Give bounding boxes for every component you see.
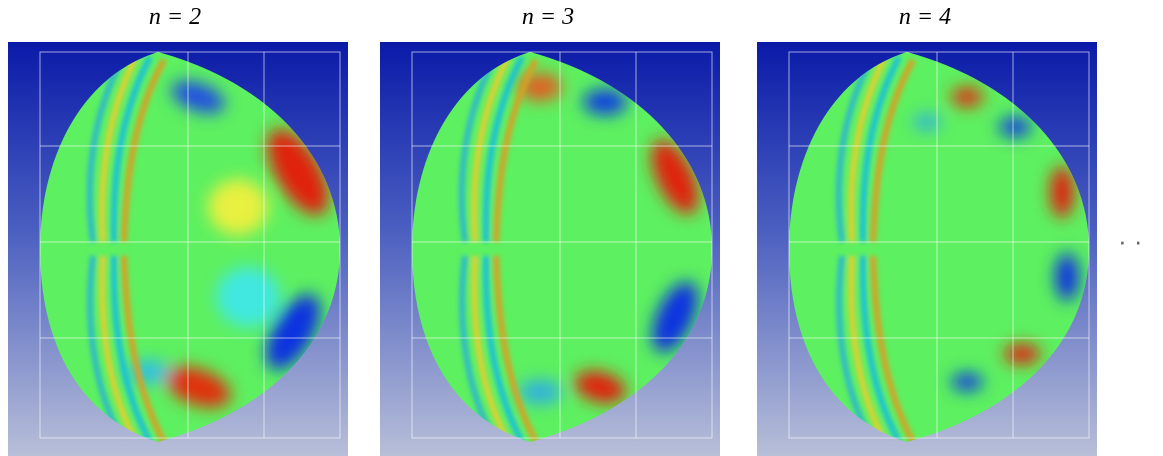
mode-plot <box>757 42 1097 456</box>
panel-title: n = 2 <box>148 4 202 30</box>
mode-plot <box>8 42 348 456</box>
panel-title: n = 4 <box>898 4 952 30</box>
panel-title: n = 3 <box>521 4 575 30</box>
mode-structure <box>518 73 699 404</box>
mode-plot <box>380 42 720 456</box>
continuation: · · <box>1118 226 1143 256</box>
